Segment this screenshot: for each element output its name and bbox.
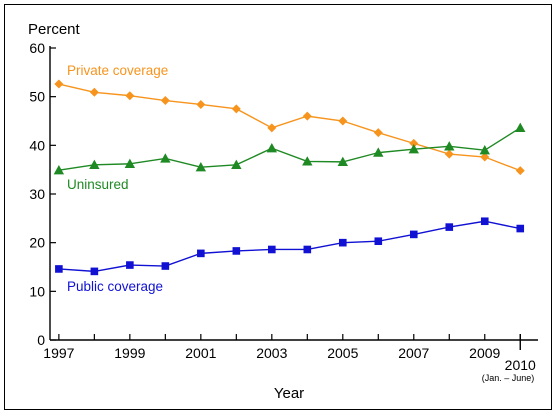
data-point-uninsured xyxy=(373,147,384,157)
data-point-private-coverage xyxy=(267,123,277,133)
data-point-public-coverage xyxy=(516,224,525,233)
data-point-uninsured xyxy=(266,143,278,153)
data-point-uninsured xyxy=(53,164,65,175)
series-labels: Private coverage Uninsured Public coverage xyxy=(67,63,168,294)
data-point-private-coverage xyxy=(160,96,170,106)
x-tick-label: 2010 xyxy=(505,357,536,373)
data-point-private-coverage xyxy=(373,128,383,138)
data-point-public-coverage xyxy=(409,230,418,239)
data-point-public-coverage xyxy=(90,267,99,276)
x-tick-label: 1999 xyxy=(114,345,145,361)
data-point-private-coverage xyxy=(515,166,525,176)
data-point-uninsured xyxy=(302,156,313,166)
data-point-uninsured xyxy=(444,141,455,151)
data-point-private-coverage xyxy=(338,116,348,126)
data-point-uninsured xyxy=(160,153,171,163)
x-tick-label: 2005 xyxy=(327,345,358,361)
y-tick-label: 10 xyxy=(29,283,45,299)
data-point-public-coverage xyxy=(445,223,454,231)
x-tick-label: 1997 xyxy=(43,345,74,361)
data-point-public-coverage xyxy=(55,265,63,273)
series-line-uninsured xyxy=(58,127,521,171)
data-point-public-coverage xyxy=(374,237,383,246)
data-point-uninsured xyxy=(195,162,207,172)
data-point-public-coverage xyxy=(303,245,312,254)
data-point-public-coverage xyxy=(268,245,276,254)
data-point-private-coverage xyxy=(196,99,206,109)
x-tick-label: 2007 xyxy=(398,345,429,361)
data-point-private-coverage xyxy=(302,111,312,121)
data-point-public-coverage xyxy=(339,238,347,247)
x-axis-title: Year xyxy=(274,385,304,402)
y-tick-label: 30 xyxy=(29,186,45,202)
series-label-public-coverage: Public coverage xyxy=(67,279,163,294)
data-point-private-coverage xyxy=(231,104,241,114)
data-point-public-coverage xyxy=(161,262,170,270)
axes: 0 10 20 30 40 50 60 1997 1999 2001 2003 2005 2007 200… xyxy=(29,40,538,373)
data-point-uninsured xyxy=(89,159,100,169)
y-tick-label: 60 xyxy=(29,40,45,56)
series-label-private-coverage: Private coverage xyxy=(67,63,168,78)
data-point-private-coverage xyxy=(480,152,490,162)
y-tick-label: 40 xyxy=(29,137,45,153)
data-point-public-coverage xyxy=(197,249,205,258)
series-line-private-coverage xyxy=(58,83,521,172)
x-tick-label: 2001 xyxy=(185,345,216,361)
x-tick-label: 2009 xyxy=(469,345,500,361)
y-tick-label: 50 xyxy=(29,89,45,105)
x-tick-label: 2003 xyxy=(256,345,287,361)
data-point-private-coverage xyxy=(54,79,64,89)
series-layer xyxy=(53,79,526,276)
data-point-public-coverage xyxy=(480,217,489,226)
data-point-uninsured xyxy=(515,122,526,132)
y-tick-label: 0 xyxy=(37,332,45,348)
series-label-uninsured: Uninsured xyxy=(67,177,129,192)
data-point-uninsured xyxy=(337,156,348,167)
series-private-coverage xyxy=(54,79,525,176)
series-line-public-coverage xyxy=(58,220,521,273)
data-point-uninsured xyxy=(124,158,136,168)
data-point-uninsured xyxy=(479,145,490,155)
data-point-uninsured xyxy=(408,144,419,154)
data-point-private-coverage xyxy=(89,87,99,97)
data-point-private-coverage xyxy=(409,138,419,148)
series-uninsured xyxy=(53,122,526,175)
data-point-private-coverage xyxy=(444,149,454,159)
chart-frame xyxy=(4,4,552,410)
data-point-public-coverage xyxy=(232,247,241,255)
y-tick-label: 20 xyxy=(29,235,45,251)
y-axis-title: Percent xyxy=(28,21,81,38)
x-axis-note: (Jan. – June) xyxy=(482,373,535,383)
data-point-public-coverage xyxy=(126,261,134,269)
series-public-coverage xyxy=(55,217,525,276)
data-point-uninsured xyxy=(231,159,242,169)
data-point-private-coverage xyxy=(125,91,135,101)
